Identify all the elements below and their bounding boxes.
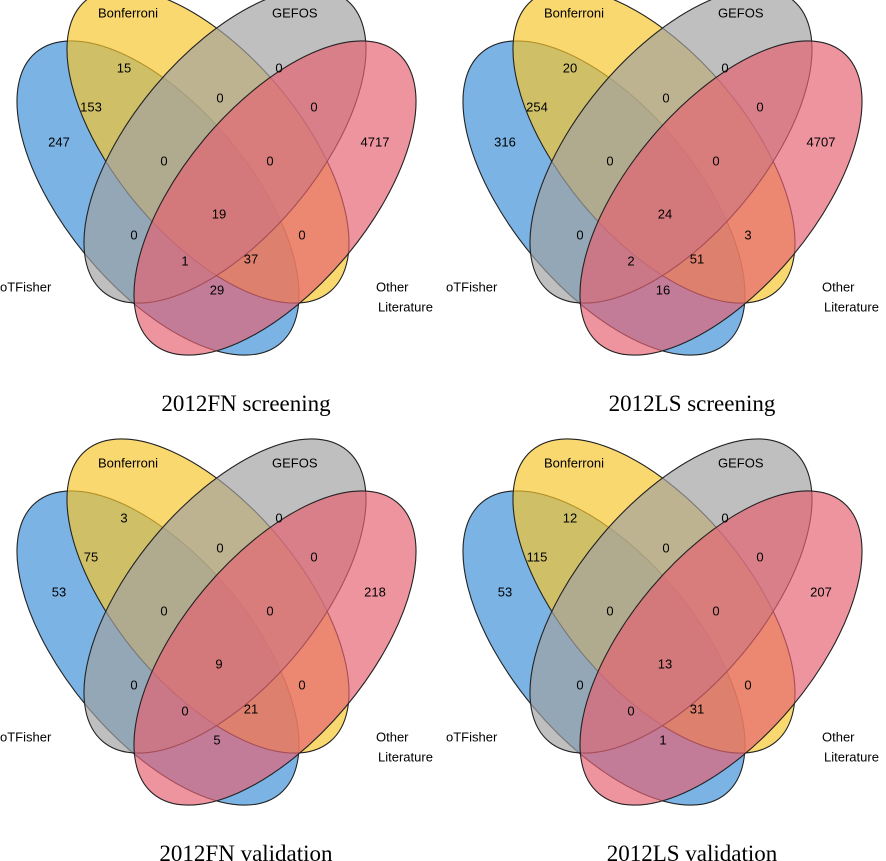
venn-panel-4: 53 12 0 207 115 0 0 0 0 13 0 0 0 31 1 Bonferroni GEFOS oT…	[446, 438, 879, 861]
count-otfisher-bonferroni: 115	[527, 549, 548, 564]
count-otfisher-bonferroni-gefos: 0	[606, 153, 613, 168]
count-gefos-other: 0	[756, 549, 763, 564]
count-other-only: 4717	[361, 134, 390, 149]
count-bonferroni-only: 15	[117, 60, 131, 75]
count-all-four: 24	[658, 206, 672, 221]
set-label-bonferroni: Bonferroni	[98, 5, 158, 20]
other-literature-ellipse	[133, 40, 417, 356]
set-label-other-line2: Literature	[378, 749, 433, 764]
count-bonferroni-only: 12	[563, 510, 577, 525]
count-otfisher-bonferroni-gefos: 0	[160, 153, 167, 168]
count-otfisher-bonferroni-other: 37	[244, 251, 258, 266]
set-label-other-line2: Literature	[824, 299, 879, 314]
set-label-other-line1: Other	[376, 729, 409, 744]
count-otfisher-bonferroni: 153	[80, 99, 102, 114]
set-label-gefos: GEFOS	[272, 5, 318, 20]
count-otfisher-other: 29	[210, 282, 224, 297]
count-otfisher-other: 1	[659, 732, 666, 747]
set-label-gefos: GEFOS	[272, 455, 318, 470]
set-label-gefos: GEFOS	[718, 455, 764, 470]
count-bonferroni-gefos-other: 0	[712, 153, 719, 168]
count-gefos-only: 0	[275, 60, 282, 75]
set-label-other-line2: Literature	[824, 749, 879, 764]
count-otfisher-gefos-other: 0	[627, 703, 634, 718]
count-bonferroni-only: 3	[120, 510, 127, 525]
count-gefos-only: 0	[721, 510, 728, 525]
count-otfisher-bonferroni-gefos: 0	[160, 603, 167, 618]
count-gefos-other: 0	[756, 99, 763, 114]
count-bonferroni-gefos: 0	[216, 90, 223, 105]
set-label-otfisher: oTFisher	[0, 729, 52, 744]
count-bonferroni-gefos: 0	[216, 540, 223, 555]
venn-panel-1: 247 15 0 4717 153 0 0 0 0 19 0 0 1 37 29 Bonferroni GEFO…	[0, 0, 433, 416]
count-otfisher-bonferroni-other: 21	[244, 701, 258, 716]
count-otfisher-bonferroni: 75	[84, 549, 98, 564]
count-bonferroni-other: 0	[298, 677, 305, 692]
count-otfisher-gefos: 0	[576, 227, 583, 242]
count-otfisher-gefos: 0	[130, 677, 137, 692]
set-label-otfisher: oTFisher	[0, 279, 52, 294]
count-otfisher-bonferroni-other: 51	[690, 251, 704, 266]
panel-title: 2012LS validation	[607, 841, 778, 861]
count-otfisher-only: 53	[52, 584, 66, 599]
count-gefos-other: 0	[310, 99, 317, 114]
venn-panel-3: 53 3 0 218 75 0 0 0 0 9 0 0 0 21 5 Bonferroni GEFOS oTFis…	[0, 438, 433, 861]
count-otfisher-gefos: 0	[130, 227, 137, 242]
count-bonferroni-gefos: 0	[662, 540, 669, 555]
count-otfisher-bonferroni: 254	[526, 99, 548, 114]
count-bonferroni-gefos-other: 0	[712, 603, 719, 618]
count-all-four: 19	[212, 206, 226, 221]
count-bonferroni-gefos-other: 0	[266, 153, 273, 168]
other-literature-ellipse	[579, 490, 863, 806]
count-other-only: 207	[810, 584, 832, 599]
count-otfisher-gefos-other: 1	[181, 253, 188, 268]
set-label-other-line1: Other	[822, 279, 855, 294]
count-bonferroni-other: 3	[744, 227, 751, 242]
set-label-other-line1: Other	[376, 279, 409, 294]
set-label-otfisher: oTFisher	[446, 279, 498, 294]
set-label-gefos: GEFOS	[718, 5, 764, 20]
count-other-only: 4707	[807, 134, 836, 149]
set-label-bonferroni: Bonferroni	[98, 455, 158, 470]
panel-title: 2012FN validation	[159, 841, 333, 861]
count-gefos-only: 0	[721, 60, 728, 75]
panel-title: 2012LS screening	[609, 391, 776, 416]
count-bonferroni-other: 0	[298, 227, 305, 242]
count-bonferroni-only: 20	[563, 60, 577, 75]
count-gefos-only: 0	[275, 510, 282, 525]
count-otfisher-only: 316	[494, 134, 516, 149]
count-all-four: 9	[215, 656, 222, 671]
count-bonferroni-gefos-other: 0	[266, 603, 273, 618]
count-otfisher-gefos: 0	[576, 677, 583, 692]
count-otfisher-bonferroni-gefos: 0	[606, 603, 613, 618]
panel-title: 2012FN screening	[161, 391, 331, 416]
count-otfisher-only: 53	[498, 584, 512, 599]
set-label-other-line1: Other	[822, 729, 855, 744]
venn-panel-2: 316 20 0 4707 254 0 0 0 0 24 0 3 2 51 16 Bonferroni GEFO…	[446, 0, 879, 416]
set-label-bonferroni: Bonferroni	[544, 5, 604, 20]
count-otfisher-other: 5	[213, 732, 220, 747]
count-all-four: 13	[658, 656, 672, 671]
count-bonferroni-other: 0	[744, 677, 751, 692]
count-gefos-other: 0	[310, 549, 317, 564]
count-otfisher-bonferroni-other: 31	[690, 701, 704, 716]
set-label-other-line2: Literature	[378, 299, 433, 314]
count-otfisher-gefos-other: 0	[181, 703, 188, 718]
set-label-bonferroni: Bonferroni	[544, 455, 604, 470]
set-label-otfisher: oTFisher	[446, 729, 498, 744]
count-otfisher-other: 16	[656, 282, 670, 297]
count-otfisher-only: 247	[48, 134, 70, 149]
count-other-only: 218	[364, 584, 386, 599]
count-bonferroni-gefos: 0	[662, 90, 669, 105]
other-literature-ellipse	[579, 40, 863, 356]
other-literature-ellipse	[133, 490, 417, 806]
count-otfisher-gefos-other: 2	[627, 253, 634, 268]
